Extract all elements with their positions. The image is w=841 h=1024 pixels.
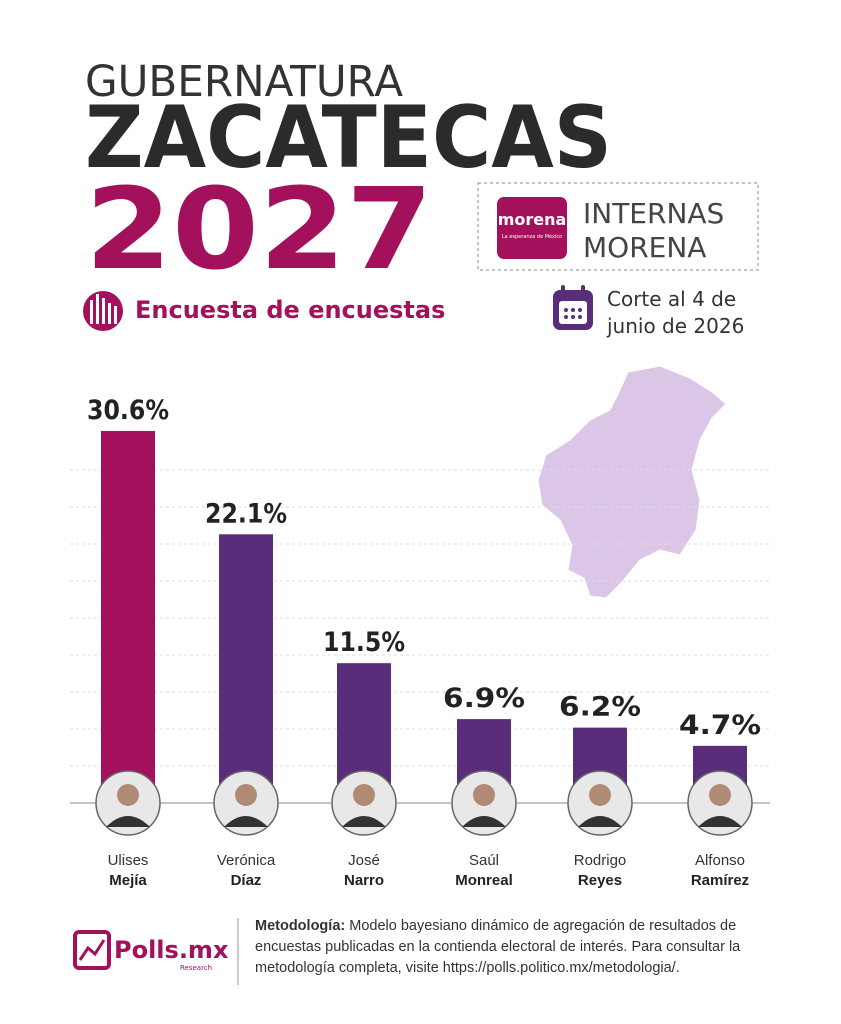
photo-body <box>462 816 506 827</box>
photo-body <box>106 816 150 827</box>
photo-head <box>709 784 731 806</box>
value-label: 22.1% <box>205 498 287 529</box>
methodology: Metodología: Modelo bayesiano dinámico d… <box>255 916 800 979</box>
brand-logo <box>73 930 111 970</box>
photo-body <box>698 816 742 827</box>
candidate-photo <box>567 770 633 836</box>
contest-line: INTERNAS <box>583 197 724 230</box>
year-title: 2027 <box>85 165 433 295</box>
photo-head <box>353 784 375 806</box>
photo-head <box>473 784 495 806</box>
photo-body <box>578 816 622 827</box>
value-label: 4.7% <box>679 710 761 741</box>
contest-box <box>477 182 759 271</box>
party-logo-bg <box>497 197 567 259</box>
photo-head <box>117 784 139 806</box>
first-name: Ulises <box>108 852 149 869</box>
last-name: Díaz <box>231 872 262 889</box>
party-tagline: La esperanza de México <box>502 233 562 240</box>
state-title: ZACATECAS <box>85 88 612 188</box>
candidate-photo <box>451 770 517 836</box>
state-map <box>537 365 727 599</box>
survey-icon <box>83 291 123 331</box>
first-name: Saúl <box>469 852 499 869</box>
photo-head <box>235 784 257 806</box>
bar <box>101 430 155 803</box>
photo-body <box>224 816 268 827</box>
last-name: Monreal <box>455 872 513 889</box>
cutoff-line: junio de 2026 <box>606 314 744 338</box>
candidate-photo <box>687 770 753 836</box>
value-label: 6.2% <box>559 692 641 723</box>
cutoff-line: Corte al 4 de <box>607 287 736 311</box>
photo-head <box>589 784 611 806</box>
contest-line: MORENA <box>583 231 706 264</box>
brand-sub: Research <box>180 964 212 972</box>
first-name: Alfonso <box>695 852 745 869</box>
value-label: 11.5% <box>323 627 405 658</box>
method-label: Metodología: <box>255 918 346 934</box>
bar <box>219 534 273 803</box>
method-text: Modelo bayesiano dinámico de agregación … <box>255 918 741 976</box>
candidate-photo <box>331 770 397 836</box>
first-name: José <box>348 852 380 869</box>
kicker: GUBERNATURA <box>85 57 404 107</box>
party-logo: morena <box>498 210 567 229</box>
last-name: Ramírez <box>691 872 749 889</box>
photo-body <box>342 816 386 827</box>
value-label: 6.9% <box>443 683 525 714</box>
last-name: Mejía <box>109 872 147 889</box>
subtitle: Encuesta de encuestas <box>135 296 445 324</box>
calendar-icon <box>553 285 593 330</box>
value-label: 30.6% <box>87 395 169 426</box>
last-name: Narro <box>344 872 384 889</box>
first-name: Rodrigo <box>574 852 627 869</box>
candidate-photo <box>213 770 279 836</box>
last-name: Reyes <box>578 872 622 889</box>
candidate-photo <box>95 770 161 836</box>
first-name: Verónica <box>217 852 276 869</box>
brand-name: Polls.mx <box>114 936 229 964</box>
